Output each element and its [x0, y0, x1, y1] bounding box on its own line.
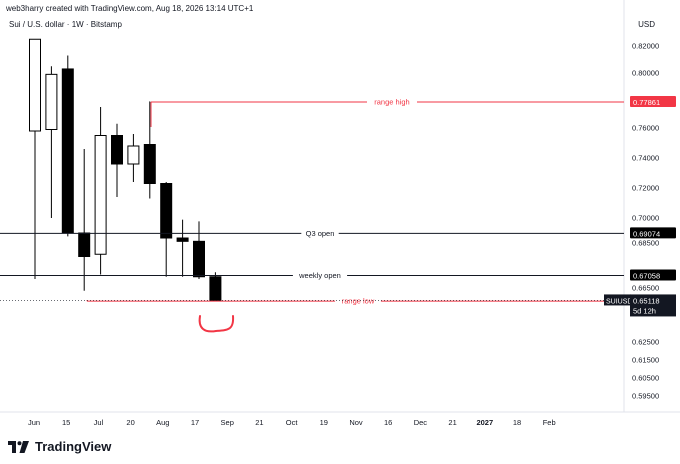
current-price-value: 0.65118 — [633, 296, 660, 305]
level-label-bg — [292, 270, 348, 281]
symbol-title[interactable]: Sui / U.S. dollar · 1W · Bitstamp — [9, 20, 122, 29]
symbol-tag-text: SUIUSD — [606, 298, 632, 305]
candle[interactable] — [78, 232, 91, 257]
candle[interactable] — [160, 183, 173, 239]
level-label: range low — [342, 297, 375, 306]
footer-logo: TradingView — [8, 439, 111, 454]
candle[interactable] — [111, 135, 123, 165]
y-tick-label: 0.61500 — [632, 356, 659, 365]
current-price-tag — [630, 294, 676, 317]
level-label: weekly open — [298, 271, 341, 280]
x-tick-label: Jul — [94, 418, 104, 427]
level-label-bg — [367, 96, 417, 107]
candle[interactable] — [29, 38, 41, 132]
level-label-bg — [301, 228, 339, 239]
level-label-bg — [335, 296, 381, 307]
y-tick-label: 0.76000 — [632, 124, 659, 133]
y-tick-label: 0.72000 — [632, 184, 659, 193]
x-tick-label: Sep — [221, 418, 234, 427]
x-tick-label: Aug — [156, 418, 169, 427]
level-price-tag-text: 0.69074 — [633, 229, 660, 238]
candle[interactable] — [143, 144, 156, 184]
y-tick-label: 0.59500 — [632, 392, 659, 401]
tradingview-logo-icon — [8, 440, 29, 453]
x-tick-label: 17 — [191, 418, 199, 427]
footer-logo-text: TradingView — [35, 439, 112, 454]
level-label: Q3 open — [306, 229, 335, 238]
x-tick-label: 21 — [448, 418, 456, 427]
x-tick-label: 19 — [320, 418, 328, 427]
y-tick-label: 0.70000 — [632, 214, 659, 223]
x-tick-label: 20 — [126, 418, 134, 427]
y-tick-label: 0.74000 — [632, 154, 659, 163]
symbol-tag — [604, 294, 631, 306]
y-tick-label: 0.68500 — [632, 239, 659, 248]
candle[interactable] — [176, 237, 189, 242]
x-tick-label: 18 — [513, 418, 521, 427]
y-tick-label: 0.82000 — [632, 42, 659, 51]
x-tick-label: Nov — [349, 418, 363, 427]
bar-countdown: 5d 12h — [633, 306, 656, 315]
x-tick-label: 21 — [255, 418, 263, 427]
candle[interactable] — [209, 276, 222, 302]
candle[interactable] — [61, 68, 74, 234]
candle[interactable] — [193, 240, 205, 278]
level-price-tag — [630, 95, 676, 107]
drawn-bracket-annotation — [198, 315, 235, 333]
x-tick-label: 15 — [62, 418, 70, 427]
x-tick-label: Feb — [543, 418, 556, 427]
y-tick-label: 0.60500 — [632, 374, 659, 383]
y-tick-label: 0.62500 — [632, 338, 659, 347]
x-tick-label: 16 — [384, 418, 392, 427]
candle[interactable] — [94, 135, 107, 255]
currency-label[interactable]: USD — [638, 20, 655, 29]
level-price-tag-text: 0.77861 — [633, 98, 660, 107]
level-price-tag — [630, 227, 676, 239]
x-tick-label: 2027 — [476, 418, 493, 427]
level-price-tag — [630, 269, 676, 281]
x-tick-label: Dec — [414, 418, 428, 427]
x-tick-label: Oct — [286, 418, 299, 427]
x-tick-label: Jun — [28, 418, 40, 427]
level-price-tag-text: 0.67058 — [633, 271, 660, 280]
y-tick-label: 0.66500 — [632, 284, 659, 293]
level-label: range high — [374, 97, 409, 106]
candle[interactable] — [45, 73, 58, 130]
chart-attribution: web3harry created with TradingView.com, … — [6, 4, 254, 13]
y-tick-label: 0.80000 — [632, 69, 659, 78]
candle[interactable] — [127, 145, 140, 165]
